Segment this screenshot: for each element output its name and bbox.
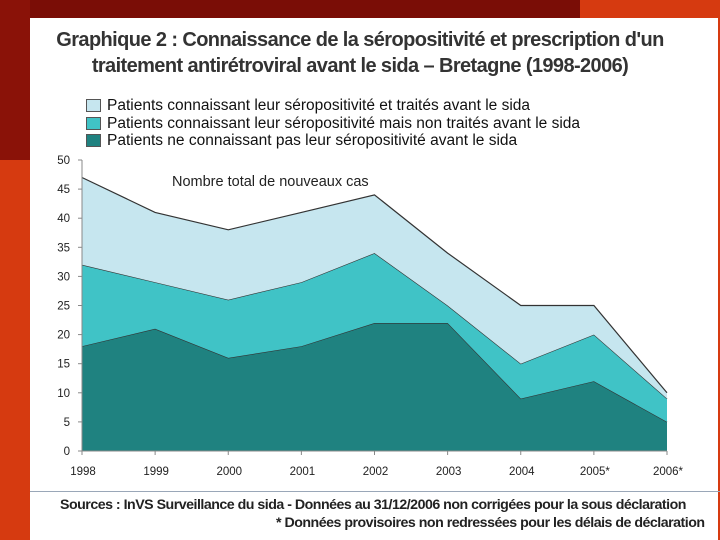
legend-swatch [86,134,101,148]
y-tick-label: 15 [57,359,70,371]
legend-swatch [86,116,101,130]
x-tick-label: 2002 [363,466,389,478]
y-tick-label: 20 [57,330,70,342]
chart-title-line2: traitement antirétroviral avant le sida … [91,55,629,77]
y-tick-label: 10 [57,388,70,400]
total-cases-annotation: Nombre total de nouveaux cas [172,174,369,190]
sources-text: Sources : InVS Surveillance du sida - Do… [60,497,686,513]
x-tick-label: 2004 [509,466,535,478]
legend-item-not-treated: Patients connaissant leur séropositivité… [86,115,580,133]
x-tick-label: 2006* [653,466,684,478]
x-tick-label: 1998 [70,466,96,478]
x-tick-label: 2003 [436,466,462,478]
y-tick-label: 50 [57,155,70,167]
background-dark-edge [0,0,30,160]
legend-item-unaware: Patients ne connaissant pas leur séropos… [86,132,580,150]
y-tick-label: 0 [64,446,70,458]
x-tick-label: 1999 [143,466,169,478]
legend-swatch [86,99,101,113]
legend-label: Patients ne connaissant pas leur séropos… [107,132,518,149]
legend-item-treated: Patients connaissant leur séropositivité… [86,97,580,115]
legend-label: Patients connaissant leur séropositivité… [107,114,580,132]
footer-divider [30,491,720,492]
y-tick-label: 35 [57,242,70,254]
chart-legend: Patients connaissant leur séropositivité… [86,97,580,150]
y-tick-label: 5 [64,417,70,429]
x-tick-label: 2000 [216,466,242,478]
chart-title-line1: Graphique 2 : Connaissance de la séropos… [56,29,664,51]
y-tick-label: 45 [57,184,70,196]
area-series-0 [82,323,667,451]
chart-title: Graphique 2 : Connaissance de la séropos… [30,27,690,79]
y-tick-label: 30 [57,271,70,283]
y-tick-label: 25 [57,301,70,313]
x-tick-label: 2005* [580,466,611,478]
area-series-2 [82,177,667,399]
provisional-note: * Données provisoires non redressées pou… [276,515,705,531]
y-tick-label: 40 [57,213,70,225]
x-tick-label: 2001 [290,466,316,478]
legend-label: Patients connaissant leur séropositivité… [107,97,531,114]
area-series-1 [82,253,667,422]
series-outline-2 [81,176,668,394]
